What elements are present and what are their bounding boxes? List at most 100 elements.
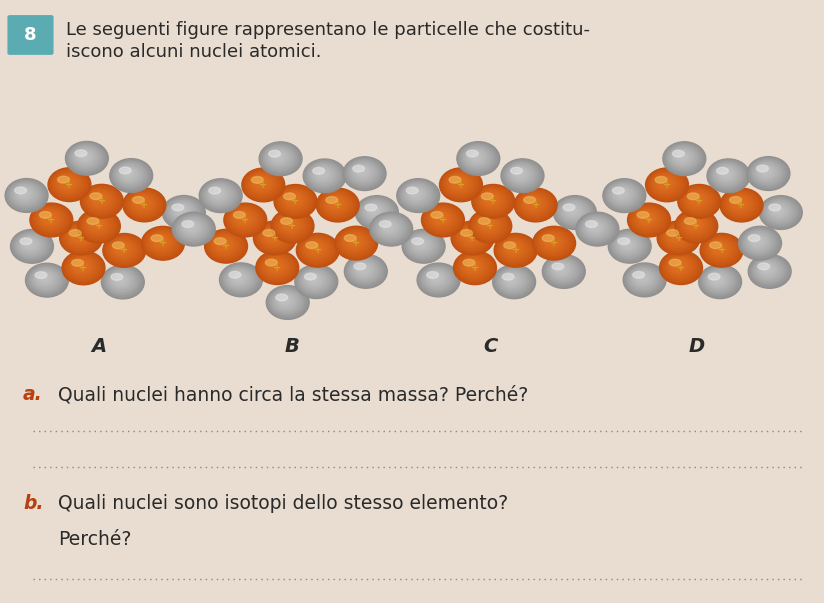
Ellipse shape <box>635 209 659 228</box>
Ellipse shape <box>677 210 716 242</box>
Ellipse shape <box>765 200 794 224</box>
Ellipse shape <box>442 170 479 199</box>
Ellipse shape <box>217 239 231 250</box>
Ellipse shape <box>290 197 294 201</box>
Ellipse shape <box>349 161 378 185</box>
Ellipse shape <box>259 253 295 282</box>
Ellipse shape <box>377 218 403 239</box>
Ellipse shape <box>751 236 765 247</box>
Ellipse shape <box>270 150 287 164</box>
Ellipse shape <box>553 263 570 277</box>
Ellipse shape <box>467 262 478 270</box>
Ellipse shape <box>589 223 600 231</box>
Ellipse shape <box>180 218 204 237</box>
Ellipse shape <box>312 246 316 250</box>
Ellipse shape <box>116 164 143 185</box>
Ellipse shape <box>349 259 380 282</box>
Ellipse shape <box>33 205 69 234</box>
Text: B: B <box>285 337 300 356</box>
Ellipse shape <box>742 230 776 256</box>
Ellipse shape <box>182 221 194 227</box>
Ellipse shape <box>93 222 98 226</box>
Ellipse shape <box>460 144 496 172</box>
Ellipse shape <box>653 174 677 193</box>
Ellipse shape <box>723 191 759 219</box>
Ellipse shape <box>358 265 368 273</box>
Ellipse shape <box>612 186 633 202</box>
Ellipse shape <box>256 180 265 186</box>
Ellipse shape <box>730 197 742 203</box>
Ellipse shape <box>267 259 283 273</box>
Ellipse shape <box>283 193 295 200</box>
Ellipse shape <box>351 239 355 242</box>
Ellipse shape <box>688 220 699 229</box>
Ellipse shape <box>679 212 712 239</box>
Ellipse shape <box>13 232 49 260</box>
Ellipse shape <box>425 270 449 288</box>
Ellipse shape <box>408 233 438 257</box>
Ellipse shape <box>549 260 576 281</box>
Ellipse shape <box>663 142 706 175</box>
Ellipse shape <box>381 221 398 234</box>
Ellipse shape <box>586 221 597 227</box>
Ellipse shape <box>176 215 209 242</box>
Ellipse shape <box>667 229 687 245</box>
Ellipse shape <box>481 192 502 208</box>
Ellipse shape <box>63 180 70 185</box>
Text: Perché?: Perché? <box>58 530 131 549</box>
Ellipse shape <box>671 148 695 166</box>
Ellipse shape <box>582 216 611 240</box>
Ellipse shape <box>114 274 128 286</box>
Ellipse shape <box>183 221 200 234</box>
Ellipse shape <box>690 221 697 227</box>
Ellipse shape <box>479 190 505 211</box>
Ellipse shape <box>421 267 454 292</box>
Ellipse shape <box>383 223 394 231</box>
Ellipse shape <box>30 268 61 291</box>
Ellipse shape <box>673 261 684 270</box>
Ellipse shape <box>501 159 544 192</box>
Ellipse shape <box>659 178 670 187</box>
Ellipse shape <box>187 224 194 230</box>
Ellipse shape <box>674 262 681 268</box>
Ellipse shape <box>254 221 297 255</box>
Ellipse shape <box>473 154 477 158</box>
Ellipse shape <box>499 238 530 261</box>
Text: +: + <box>77 233 85 243</box>
Ellipse shape <box>24 240 35 248</box>
Ellipse shape <box>430 274 441 282</box>
Ellipse shape <box>546 237 557 245</box>
Ellipse shape <box>770 204 787 218</box>
Ellipse shape <box>585 219 606 236</box>
Ellipse shape <box>268 233 276 239</box>
Ellipse shape <box>701 235 741 266</box>
Ellipse shape <box>79 210 119 242</box>
Ellipse shape <box>513 168 527 179</box>
Ellipse shape <box>615 188 629 199</box>
Ellipse shape <box>766 201 793 222</box>
Ellipse shape <box>527 198 538 207</box>
Ellipse shape <box>525 197 542 210</box>
Ellipse shape <box>660 180 667 186</box>
Ellipse shape <box>179 218 206 239</box>
Ellipse shape <box>672 150 684 157</box>
Ellipse shape <box>733 198 746 209</box>
Ellipse shape <box>126 171 130 175</box>
Ellipse shape <box>409 235 436 256</box>
Ellipse shape <box>516 171 523 176</box>
Ellipse shape <box>458 143 498 174</box>
Ellipse shape <box>344 233 364 250</box>
Ellipse shape <box>90 192 110 208</box>
Ellipse shape <box>87 190 114 211</box>
Ellipse shape <box>400 181 436 209</box>
Ellipse shape <box>417 241 424 247</box>
Ellipse shape <box>761 264 775 275</box>
Ellipse shape <box>711 242 728 255</box>
Ellipse shape <box>701 267 737 295</box>
Ellipse shape <box>375 216 405 240</box>
Ellipse shape <box>547 238 555 244</box>
Ellipse shape <box>222 265 259 294</box>
Ellipse shape <box>618 238 630 245</box>
Ellipse shape <box>735 200 742 206</box>
Ellipse shape <box>355 166 369 177</box>
